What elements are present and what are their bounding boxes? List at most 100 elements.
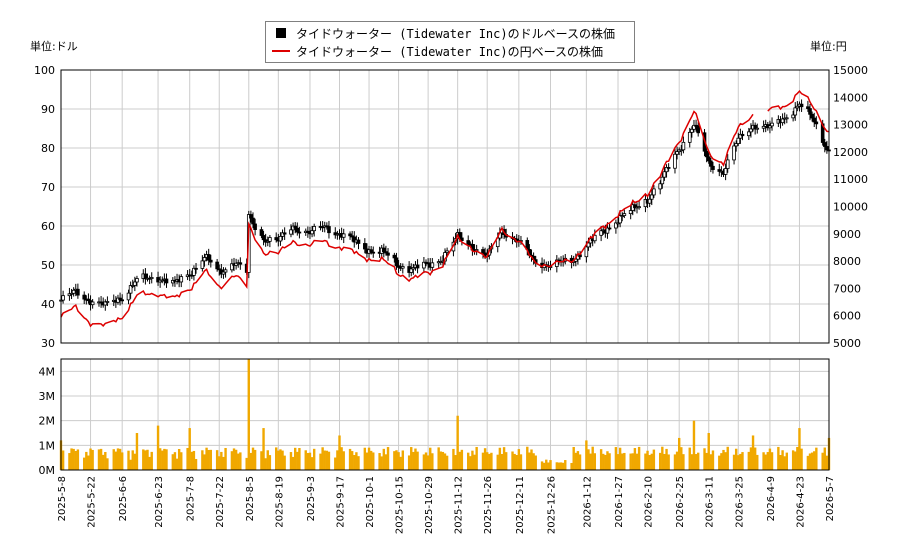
volume-bar (253, 449, 257, 470)
volume-bar (399, 456, 402, 470)
volume-bar (534, 455, 537, 470)
candlestick (812, 112, 817, 127)
candlestick (209, 254, 213, 268)
candlestick (711, 161, 715, 174)
candlestick (135, 275, 139, 287)
candlestick (202, 253, 207, 267)
volume-bar (350, 451, 354, 470)
volume-bar (186, 447, 189, 470)
volume-bar (456, 415, 459, 470)
volume-bar (800, 448, 803, 470)
candlestick (179, 274, 184, 288)
volume-bar (281, 450, 284, 470)
volume-bar (144, 450, 147, 470)
left-tick-label: 40 (41, 298, 55, 311)
candlestick (690, 126, 694, 138)
volume-bar (545, 459, 548, 470)
volume-bar (707, 433, 710, 470)
x-tick-label: 2025-6-6 (118, 476, 129, 521)
volume-bar (209, 449, 213, 470)
candlestick (149, 272, 154, 284)
volume-bar (165, 449, 168, 470)
volume-bar (572, 446, 575, 470)
candle-body (607, 227, 612, 230)
volume-bar (247, 359, 250, 470)
candle-body (662, 171, 667, 178)
volume-bar (631, 453, 634, 470)
candlestick (658, 180, 663, 195)
candle-body (192, 267, 196, 276)
candlestick (793, 102, 798, 121)
candle-body (808, 108, 812, 115)
right-tick-label: 9000 (833, 228, 861, 241)
volume-bar (104, 451, 107, 470)
x-tick-label: 2026-4-9 (766, 476, 777, 521)
x-tick-label: 2025-5-8 (57, 476, 68, 521)
volume-bar (564, 460, 567, 470)
candlestick (738, 128, 743, 144)
volume-bar (367, 447, 371, 470)
volume-bar (690, 454, 694, 470)
candle-body (690, 128, 694, 133)
volume-bar (756, 454, 759, 470)
candle-body (156, 277, 160, 283)
candlestick (130, 279, 135, 289)
candle-body (696, 125, 700, 134)
candle-body (261, 235, 266, 241)
volume-bar (528, 452, 531, 470)
volume-bar (732, 454, 736, 470)
volume-bar (386, 447, 390, 470)
volume-series (59, 359, 831, 470)
right-tick-label: 5000 (833, 337, 861, 350)
right-tick-label: 6000 (833, 310, 861, 323)
candlestick (814, 116, 819, 130)
volume-bar (129, 459, 132, 470)
volume-bar (416, 451, 419, 470)
candle-body (791, 114, 795, 119)
right-axis-unit: 単位:円 (810, 40, 847, 53)
volume-bar (768, 448, 772, 470)
candlestick (666, 163, 671, 172)
volume-bar (540, 461, 544, 470)
candle-body (681, 141, 686, 151)
candle-body (352, 236, 357, 243)
candle-body (179, 276, 184, 283)
volume-bar (437, 447, 440, 470)
candle-body (384, 251, 388, 254)
volume-bar (549, 460, 552, 470)
volume-bar (289, 452, 293, 470)
volume-bar (779, 454, 782, 470)
candle-body (71, 289, 76, 294)
candle-body (263, 239, 268, 243)
volume-bar (589, 453, 592, 470)
candlestick (652, 184, 656, 198)
left-tick-label: 80 (41, 142, 55, 155)
volume-bar (454, 455, 457, 470)
volume-bar (372, 452, 375, 470)
volume-bar (293, 447, 297, 470)
volume-bar (737, 455, 740, 470)
volume-bar (61, 450, 65, 470)
volume-bar (616, 454, 620, 470)
volume-bar (496, 454, 499, 470)
volume-bar (490, 452, 493, 470)
volume-bar (355, 452, 358, 470)
candlestick (675, 146, 679, 160)
volume-bar (823, 447, 826, 470)
candlestick (280, 229, 285, 241)
candle-body (749, 128, 753, 133)
candle-body (274, 237, 279, 241)
volume-bar (483, 448, 487, 470)
candle-body (660, 176, 665, 185)
candlestick (660, 171, 665, 189)
volume-bar (201, 450, 204, 470)
candlestick (647, 193, 652, 208)
candle-body (725, 159, 730, 169)
x-tick-label: 2025-11-26 (483, 476, 494, 534)
chart-legend: タイドウォーター (Tidewater Inc)のドルベースの株価 タイドウォー… (265, 21, 635, 63)
volume-bar (431, 453, 434, 470)
x-tick-label: 2026-2-10 (644, 476, 655, 528)
volume-bar (650, 453, 653, 470)
candle-body (628, 210, 633, 215)
right-tick-label: 13000 (833, 119, 868, 132)
